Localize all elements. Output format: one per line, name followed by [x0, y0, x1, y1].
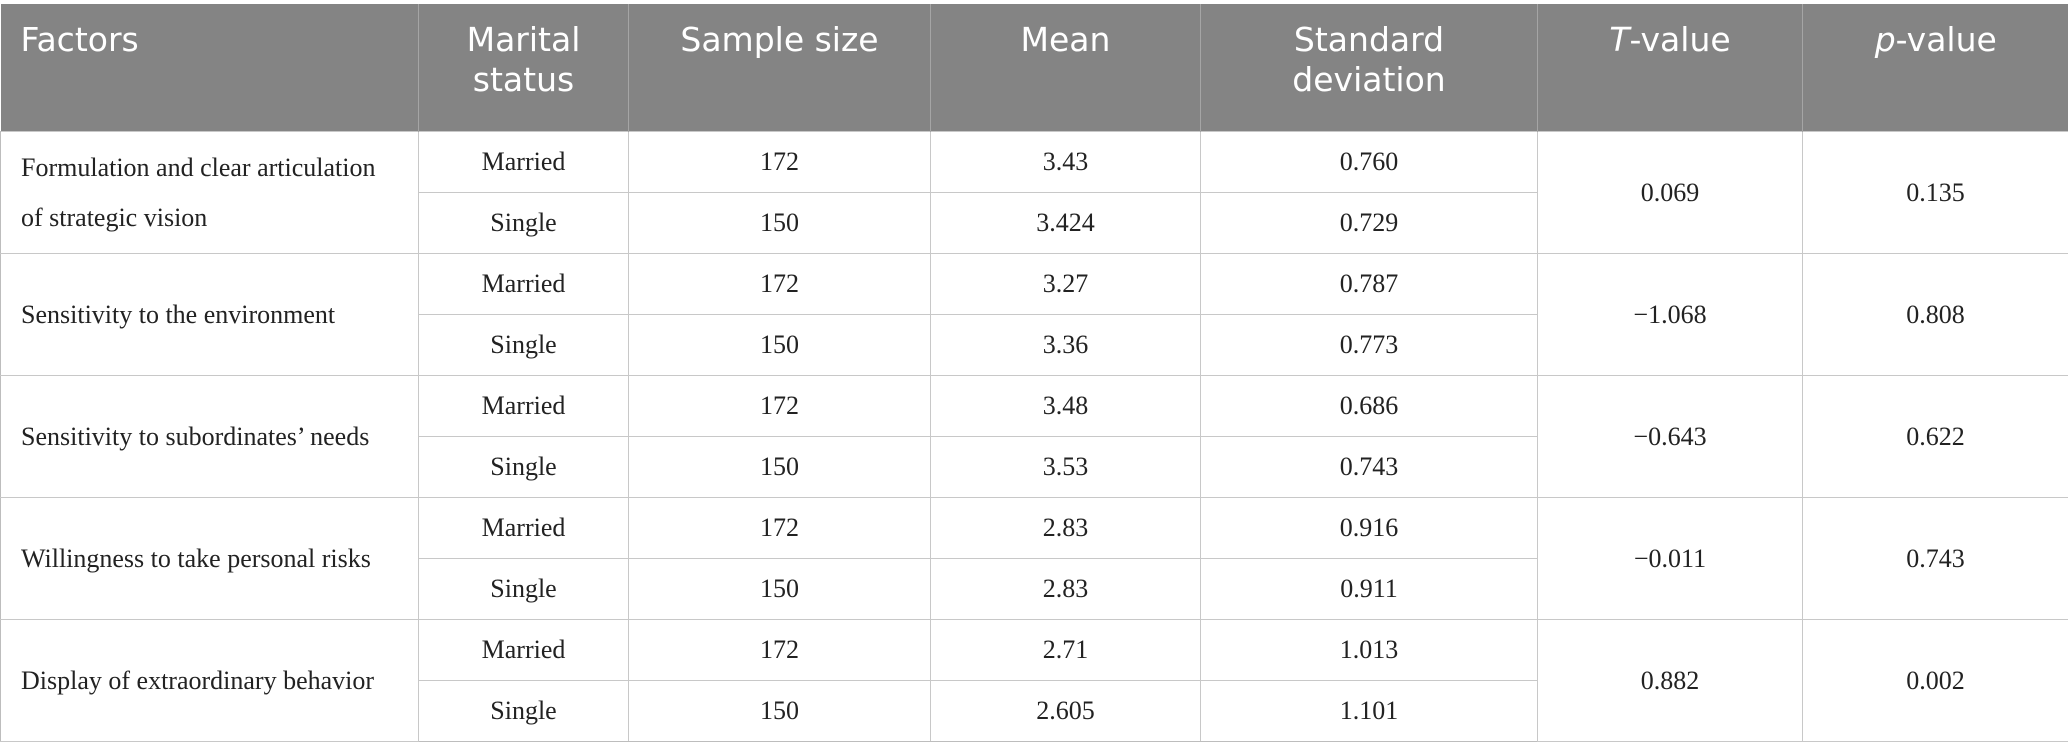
table-body: Formulation and clear articulation of st… [0, 131, 2068, 742]
sample-size-cell: 172 [628, 619, 931, 681]
sample-size-cell: 150 [628, 558, 931, 620]
table-row: Willingness to take personal risks Marrie… [0, 497, 2068, 620]
sample-size-cell: 150 [628, 680, 931, 742]
table-row: Display of extraordinary behavior Married… [0, 619, 2068, 742]
p-value-cell: 0.002 [1802, 619, 2068, 742]
sample-size-cell: 172 [628, 375, 931, 437]
p-value-cell: 0.622 [1802, 375, 2068, 498]
p-value-cell: 0.743 [1802, 497, 2068, 620]
mean-cell: 2.83 [930, 497, 1201, 559]
sample-size-cell: 172 [628, 131, 931, 193]
sd-cell: 0.729 [1200, 192, 1538, 254]
sample-size-cell: 150 [628, 192, 931, 254]
mean-cell: 3.48 [930, 375, 1201, 437]
status-cell: Married [418, 253, 629, 315]
status-cell: Single [418, 558, 629, 620]
sd-cell: 1.013 [1200, 619, 1538, 681]
table-row: Single 150 3.36 0.773 [1, 314, 2068, 376]
t-value-cell: 0.069 [1537, 131, 1803, 254]
data-table: Factors Marital status Sample size Mean Stan… [0, 4, 2068, 742]
column-header: p-value [1802, 4, 2068, 132]
t-value-cell: −0.643 [1537, 375, 1803, 498]
status-cell: Single [418, 192, 629, 254]
header-row: Factors Marital status Sample size Mean Stan… [0, 4, 2068, 132]
sd-cell: 0.911 [1200, 558, 1538, 620]
table-row: Single 150 2.83 0.911 [1, 558, 2068, 620]
sample-size-cell: 150 [628, 314, 931, 376]
sd-cell: 0.787 [1200, 253, 1538, 315]
status-cell: Single [418, 314, 629, 376]
status-cell: Married [418, 375, 629, 437]
status-cell: Married [418, 131, 629, 193]
column-header: Marital status [418, 4, 629, 132]
column-header: Mean [930, 4, 1201, 132]
p-value-cell: 0.135 [1802, 131, 2068, 254]
sd-cell: 1.101 [1200, 680, 1538, 742]
table-row: Single 150 3.53 0.743 [1, 436, 2068, 498]
sd-cell: 0.743 [1200, 436, 1538, 498]
t-value-cell: −0.011 [1537, 497, 1803, 620]
column-header: T-value [1537, 4, 1803, 132]
table-head: Factors Marital status Sample size Mean Stan… [0, 4, 2068, 132]
sd-cell: 0.760 [1200, 131, 1538, 193]
column-header: Factors [0, 4, 419, 132]
page: Factors Marital status Sample size Mean Stan… [0, 4, 2068, 747]
mean-cell: 3.36 [930, 314, 1201, 376]
factor-cell: Willingness to take personal risks [0, 497, 419, 620]
mean-cell: 3.424 [930, 192, 1201, 254]
status-cell: Single [418, 436, 629, 498]
sd-cell: 0.686 [1200, 375, 1538, 437]
factor-cell: Sensitivity to the environment [0, 253, 419, 376]
table-row: Single 150 2.605 1.101 [1, 680, 2068, 742]
factor-cell: Formulation and clear articulation of st… [0, 131, 419, 254]
mean-cell: 2.71 [930, 619, 1201, 681]
sample-size-cell: 172 [628, 253, 931, 315]
mean-cell: 3.27 [930, 253, 1201, 315]
table-row: Formulation and clear articulation of st… [0, 131, 2068, 254]
mean-cell: 3.43 [930, 131, 1201, 193]
factor-cell: Display of extraordinary behavior [0, 619, 419, 742]
p-value-cell: 0.808 [1802, 253, 2068, 376]
mean-cell: 3.53 [930, 436, 1201, 498]
factor-cell: Sensitivity to subordinates’ needs [0, 375, 419, 498]
mean-cell: 2.605 [930, 680, 1201, 742]
status-cell: Married [418, 497, 629, 559]
column-header: Sample size [628, 4, 931, 132]
table-row: Sensitivity to subordinates’ needs Marrie… [0, 375, 2068, 498]
t-value-cell: 0.882 [1537, 619, 1803, 742]
mean-cell: 2.83 [930, 558, 1201, 620]
column-header: Standard deviation [1200, 4, 1538, 132]
sample-size-cell: 172 [628, 497, 931, 559]
status-cell: Married [418, 619, 629, 681]
sd-cell: 0.773 [1200, 314, 1538, 376]
t-value-cell: −1.068 [1537, 253, 1803, 376]
sample-size-cell: 150 [628, 436, 931, 498]
sd-cell: 0.916 [1200, 497, 1538, 559]
table-row: Sensitivity to the environment Married 172… [0, 253, 2068, 376]
status-cell: Single [418, 680, 629, 742]
